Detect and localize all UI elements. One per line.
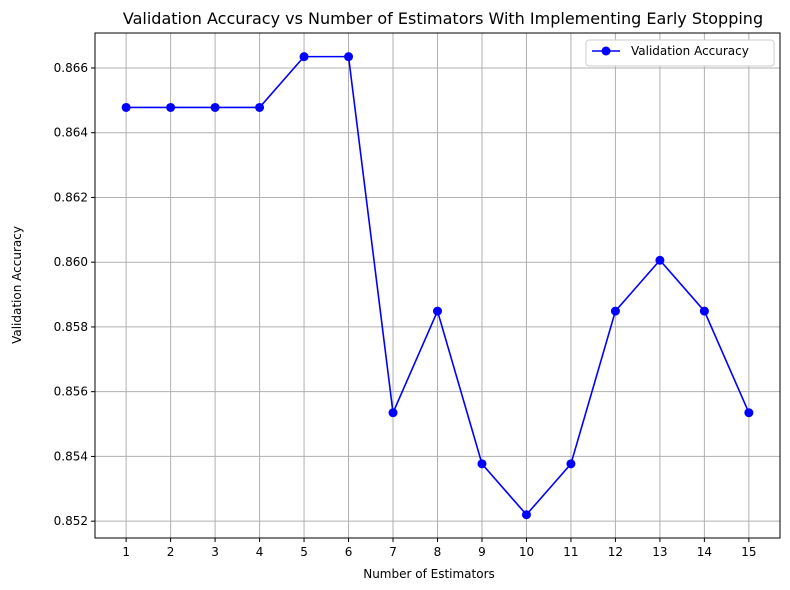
legend-marker-icon <box>601 46 611 56</box>
x-tick-label: 15 <box>741 545 756 559</box>
x-tick-label: 3 <box>211 545 219 559</box>
data-point <box>566 459 576 469</box>
x-tick-label: 13 <box>652 545 667 559</box>
chart-title: Validation Accuracy vs Number of Estimat… <box>123 9 763 28</box>
x-tick-label: 1 <box>122 545 130 559</box>
y-tick-label: 0.854 <box>54 449 88 463</box>
y-axis-label: Validation Accuracy <box>10 226 24 344</box>
data-point <box>521 510 531 520</box>
data-point <box>299 52 309 62</box>
x-tick-label: 4 <box>256 545 264 559</box>
data-point <box>744 408 754 418</box>
legend-label: Validation Accuracy <box>631 44 749 58</box>
y-tick-label: 0.862 <box>54 190 88 204</box>
x-tick-label: 10 <box>519 545 534 559</box>
x-axis-label: Number of Estimators <box>363 567 495 581</box>
y-tick-label: 0.860 <box>54 255 88 269</box>
x-tick-label: 9 <box>478 545 486 559</box>
x-tick-label: 2 <box>167 545 175 559</box>
series-points <box>121 52 754 520</box>
data-point <box>477 459 487 469</box>
x-tick-labels: 1 2 3 4 5 6 7 8 9 10 11 12 13 14 15 <box>122 545 756 559</box>
data-point <box>433 306 442 316</box>
y-tick-label: 0.866 <box>54 61 88 75</box>
data-point <box>344 52 354 62</box>
data-point <box>210 102 220 112</box>
data-point <box>255 102 265 112</box>
axis-ticks <box>91 67 750 542</box>
y-tick-label: 0.858 <box>54 320 88 334</box>
x-tick-label: 8 <box>434 545 442 559</box>
y-tick-label: 0.856 <box>54 385 88 399</box>
data-point <box>121 102 131 112</box>
data-point <box>166 102 176 112</box>
grid <box>95 33 780 538</box>
data-point <box>699 306 709 316</box>
x-tick-label: 7 <box>389 545 397 559</box>
x-tick-label: 11 <box>563 545 578 559</box>
y-tick-label: 0.864 <box>54 126 88 140</box>
legend: Validation Accuracy <box>585 39 775 67</box>
x-tick-label: 14 <box>697 545 712 559</box>
data-point <box>655 255 665 265</box>
x-tick-label: 12 <box>608 545 623 559</box>
legend-box <box>585 39 775 67</box>
data-point <box>610 306 620 316</box>
y-tick-label: 0.852 <box>54 514 88 528</box>
plot-frame <box>94 32 781 539</box>
y-tick-labels: 0.852 0.854 0.856 0.858 0.860 0.862 0.864 0.866 <box>54 61 88 528</box>
data-point <box>388 408 398 418</box>
x-tick-label: 5 <box>300 545 308 559</box>
x-tick-label: 6 <box>345 545 353 559</box>
